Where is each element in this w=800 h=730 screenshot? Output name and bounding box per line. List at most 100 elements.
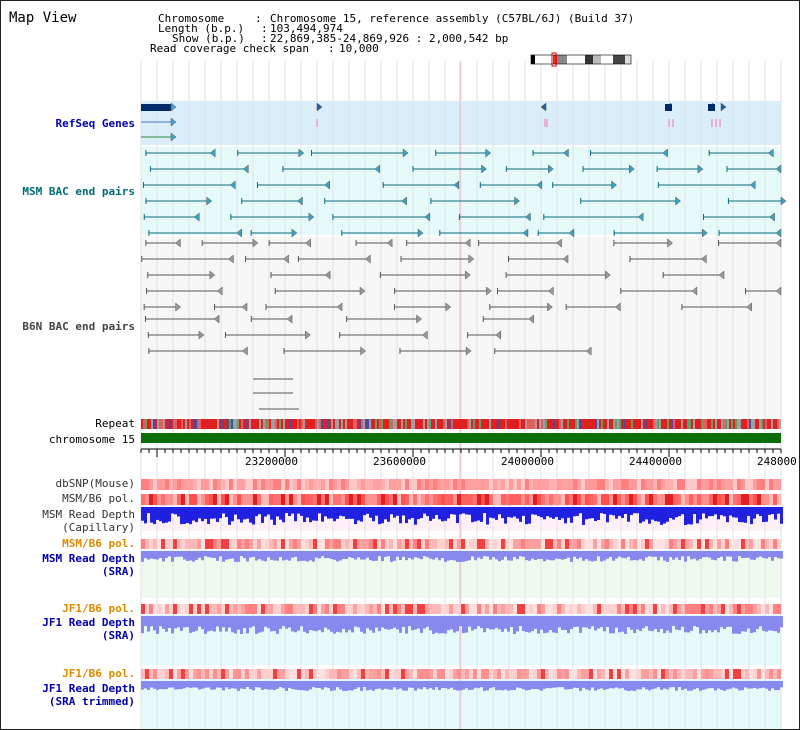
heat-segment [709,539,713,549]
heat-segment [249,494,253,505]
heat-segment [601,539,605,549]
repeat-segment [415,419,417,429]
heat-segment [437,669,441,679]
track-label-refseq[interactable]: RefSeq Genes [55,117,135,130]
heat-segment [533,539,537,549]
bac-end-arrow [522,228,529,238]
depth-bar [438,681,441,691]
depth-bar [591,551,594,562]
depth-bar [462,616,465,634]
depth-bar [261,681,264,690]
repeat-segment [321,419,323,429]
heat-segment [721,539,725,549]
heat-segment [321,669,325,679]
heat-segment [341,669,345,679]
heat-segment [693,669,697,679]
repeat-segment [413,419,415,429]
depth-bar [621,616,624,632]
heat-segment [605,494,609,505]
depth-bar [291,507,294,514]
repeat-segment [341,419,343,429]
bac-end-arrow [775,238,782,248]
heat-segment [405,539,409,549]
heat-segment [389,539,393,549]
repeat-segment [591,419,593,429]
heat-segment [705,479,709,490]
depth-bar [672,616,675,627]
depth-bar [570,616,573,629]
heat-segment [581,479,585,490]
depth-bar [441,507,444,522]
repeat-segment [207,419,209,429]
depth-bar [777,507,780,514]
heat-segment [417,669,421,679]
repeat-segment [575,419,577,429]
depth-bar [612,551,615,561]
chromosome-ideogram-segment [613,55,625,64]
heat-segment [165,604,169,614]
bac-end-arrow [305,330,311,340]
repeat-segment [399,419,401,429]
heat-segment [741,669,745,679]
heat-segment [233,604,237,614]
depth-bar [348,551,351,558]
heat-segment [473,494,477,505]
depth-bar [606,507,609,523]
heat-segment [413,669,417,679]
heat-segment [297,669,301,679]
track-label-b6n-bac[interactable]: B6N BAC end pairs [22,320,135,333]
heat-segment [149,539,153,549]
depth-bar [450,551,453,560]
depth-bar [288,507,291,516]
depth-bar [681,551,684,557]
heat-segment [209,494,213,505]
depth-bar [255,681,258,688]
heat-segment [513,539,517,549]
depth-bar [663,681,666,689]
repeat-segment [515,419,517,429]
depth-bar [420,616,423,633]
bac-end-arrow [416,314,422,324]
heat-segment [649,479,653,490]
repeat-segment [759,419,761,429]
depth-bar [411,507,414,518]
depth-bar [474,551,477,561]
depth-bar [156,616,159,634]
heat-segment [393,669,397,679]
heat-segment [753,669,757,679]
repeat-segment [297,419,299,429]
heat-segment [365,604,369,614]
depth-bar [369,507,372,518]
depth-bar [489,551,492,560]
depth-bar [243,616,246,629]
heat-segment [777,494,781,505]
heat-segment [733,494,737,505]
depth-bar [633,551,636,561]
heat-segment [353,604,357,614]
heat-segment [373,479,377,490]
heat-segment [601,479,605,490]
chromosome-ideogram-segment [553,55,557,64]
depth-bar [171,507,174,514]
repeat-segment [615,419,617,429]
repeat-segment [283,419,285,429]
heat-segment [249,669,253,679]
track-label-msm-bac[interactable]: MSM BAC end pairs [22,185,135,198]
heat-segment [729,494,733,505]
heat-segment [621,604,625,614]
heat-segment [621,539,625,549]
depth-bar [228,616,231,628]
heat-segment [469,669,473,679]
heat-segment [613,479,617,490]
heat-segment [709,604,713,614]
depth-bar [531,616,534,632]
heat-segment [209,604,213,614]
depth-bar [561,551,564,560]
heat-segment [281,669,285,679]
info-length-value: 103,494,974 [270,22,343,35]
depth-bar [693,551,696,559]
repeat-segment [775,419,777,429]
heat-segment [369,479,373,490]
heat-segment [741,479,745,490]
heat-segment [433,669,437,679]
